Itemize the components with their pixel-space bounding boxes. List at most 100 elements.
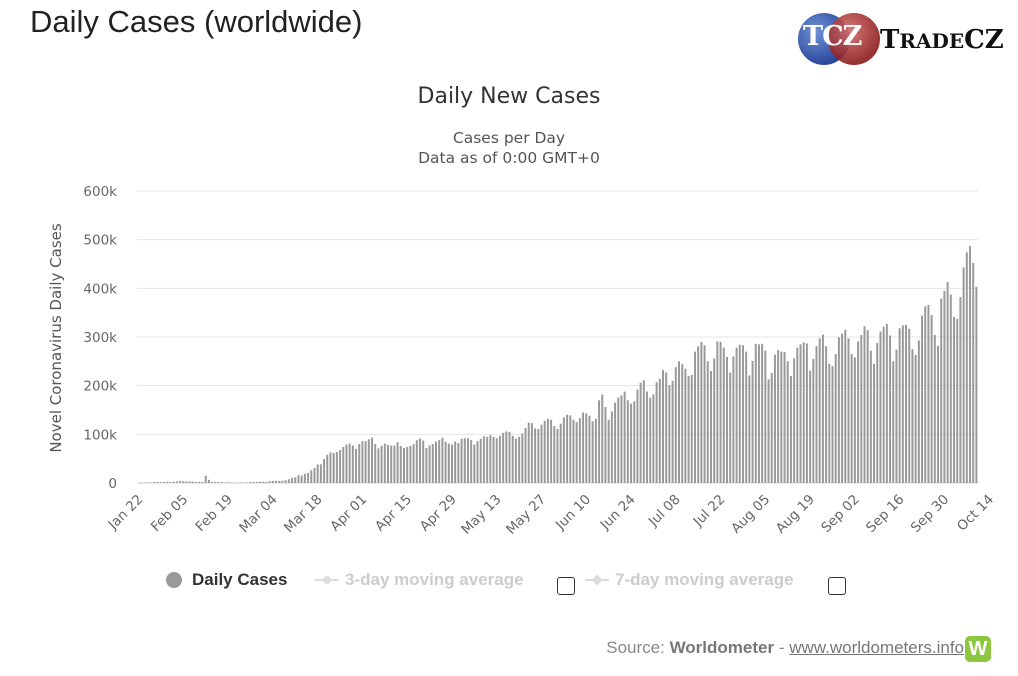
bar-daily-cases[interactable] [514,438,517,483]
bar-daily-cases[interactable] [668,385,671,483]
bar-daily-cases[interactable] [821,334,824,483]
bar-daily-cases[interactable] [223,482,226,484]
bar-daily-cases[interactable] [191,481,194,483]
bar-daily-cases[interactable] [339,449,342,483]
bar-daily-cases[interactable] [757,344,760,483]
bar-daily-cases[interactable] [655,382,658,483]
bar-daily-cases[interactable] [591,421,594,483]
bar-daily-cases[interactable] [665,372,668,483]
bar-daily-cases[interactable] [450,444,453,483]
bar-daily-cases[interactable] [166,481,169,483]
bar-daily-cases[interactable] [396,442,399,483]
bar-daily-cases[interactable] [956,318,959,483]
bar-daily-cases[interactable] [550,419,553,483]
bar-daily-cases[interactable] [876,342,879,483]
bar-daily-cases[interactable] [508,431,511,483]
bar-daily-cases[interactable] [646,391,649,483]
bar-daily-cases[interactable] [933,335,936,483]
bar-daily-cases[interactable] [690,374,693,483]
bar-daily-cases[interactable] [332,452,335,483]
bar-daily-cases[interactable] [837,337,840,483]
bar-daily-cases[interactable] [681,364,684,483]
bar-daily-cases[interactable] [575,422,578,483]
bar-daily-cases[interactable] [773,354,776,483]
bar-daily-cases[interactable] [297,475,300,483]
bar-daily-cases[interactable] [630,403,633,483]
bar-daily-cases[interactable] [706,361,709,483]
bar-daily-cases[interactable] [390,445,393,483]
bar-daily-cases[interactable] [252,482,255,483]
bar-daily-cases[interactable] [182,481,185,483]
bar-daily-cases[interactable] [853,357,856,483]
bar-daily-cases[interactable] [255,481,258,483]
bar-daily-cases[interactable] [607,419,610,483]
bar-daily-cases[interactable] [351,445,354,483]
bar-daily-cases[interactable] [291,477,294,483]
bar-daily-cases[interactable] [623,391,626,483]
bar-daily-cases[interactable] [489,435,492,483]
bar-daily-cases[interactable] [300,475,303,483]
bar-daily-cases[interactable] [169,481,172,483]
bar-daily-cases[interactable] [204,475,207,483]
bar-daily-cases[interactable] [323,458,326,483]
bar-daily-cases[interactable] [505,431,508,483]
bar-daily-cases[interactable] [294,477,297,483]
bar-daily-cases[interactable] [230,482,233,484]
bar-daily-cases[interactable] [460,438,463,483]
bar-daily-cases[interactable] [198,481,201,483]
bar-daily-cases[interactable] [889,335,892,483]
bar-daily-cases[interactable] [527,422,530,483]
legend-item-7-day-average[interactable]: 7-day moving average [585,570,794,590]
bar-daily-cases[interactable] [908,328,911,483]
bar-daily-cases[interactable] [246,482,249,483]
bar-daily-cases[interactable] [271,480,274,483]
bar-daily-cases[interactable] [626,400,629,483]
bar-daily-cases[interactable] [844,329,847,483]
bar-daily-cases[interactable] [303,473,306,483]
bar-daily-cases[interactable] [358,444,361,483]
bar-daily-cases[interactable] [316,464,319,483]
bar-daily-cases[interactable] [406,446,409,483]
bar-daily-cases[interactable] [236,482,239,484]
bar-daily-cases[interactable] [419,438,421,483]
bar-daily-cases[interactable] [863,326,866,483]
bar-daily-cases[interactable] [492,436,495,483]
bar-daily-cases[interactable] [748,375,751,483]
bar-daily-cases[interactable] [921,315,924,483]
bar-daily-cases[interactable] [537,428,540,483]
bar-daily-cases[interactable] [371,437,374,483]
bar-daily-cases[interactable] [598,400,601,483]
bar-daily-cases[interactable] [937,345,940,483]
bar-daily-cases[interactable] [972,263,975,483]
bar-daily-cases[interactable] [220,482,223,483]
bar-daily-cases[interactable] [387,445,390,483]
bar-daily-cases[interactable] [428,445,431,483]
bar-daily-cases[interactable] [175,481,178,483]
bar-daily-cases[interactable] [869,350,872,483]
bar-daily-cases[interactable] [355,448,358,483]
bar-daily-cases[interactable] [930,315,933,483]
bar-daily-cases[interactable] [361,441,364,483]
bar-daily-cases[interactable] [211,481,214,483]
bar-daily-cases[interactable] [278,481,281,483]
bar-daily-cases[interactable] [662,370,665,483]
bar-daily-cases[interactable] [722,347,725,483]
bar-daily-cases[interactable] [585,413,588,483]
bar-daily-cases[interactable] [137,482,140,484]
bar-daily-cases[interactable] [975,286,978,483]
bar-daily-cases[interactable] [678,361,680,483]
bar-daily-cases[interactable] [735,347,738,483]
bar-daily-cases[interactable] [729,372,732,483]
bar-daily-cases[interactable] [163,481,166,483]
bar-daily-cases[interactable] [825,346,828,483]
bar-daily-cases[interactable] [435,441,437,483]
bar-daily-cases[interactable] [275,480,278,483]
bar-daily-cases[interactable] [150,482,153,483]
bar-daily-cases[interactable] [486,436,489,483]
bar-daily-cases[interactable] [546,418,549,483]
bar-daily-cases[interactable] [716,341,719,483]
bar-daily-cases[interactable] [841,333,844,483]
bar-daily-cases[interactable] [658,378,661,483]
bar-daily-cases[interactable] [502,432,505,483]
bar-daily-cases[interactable] [329,452,332,483]
